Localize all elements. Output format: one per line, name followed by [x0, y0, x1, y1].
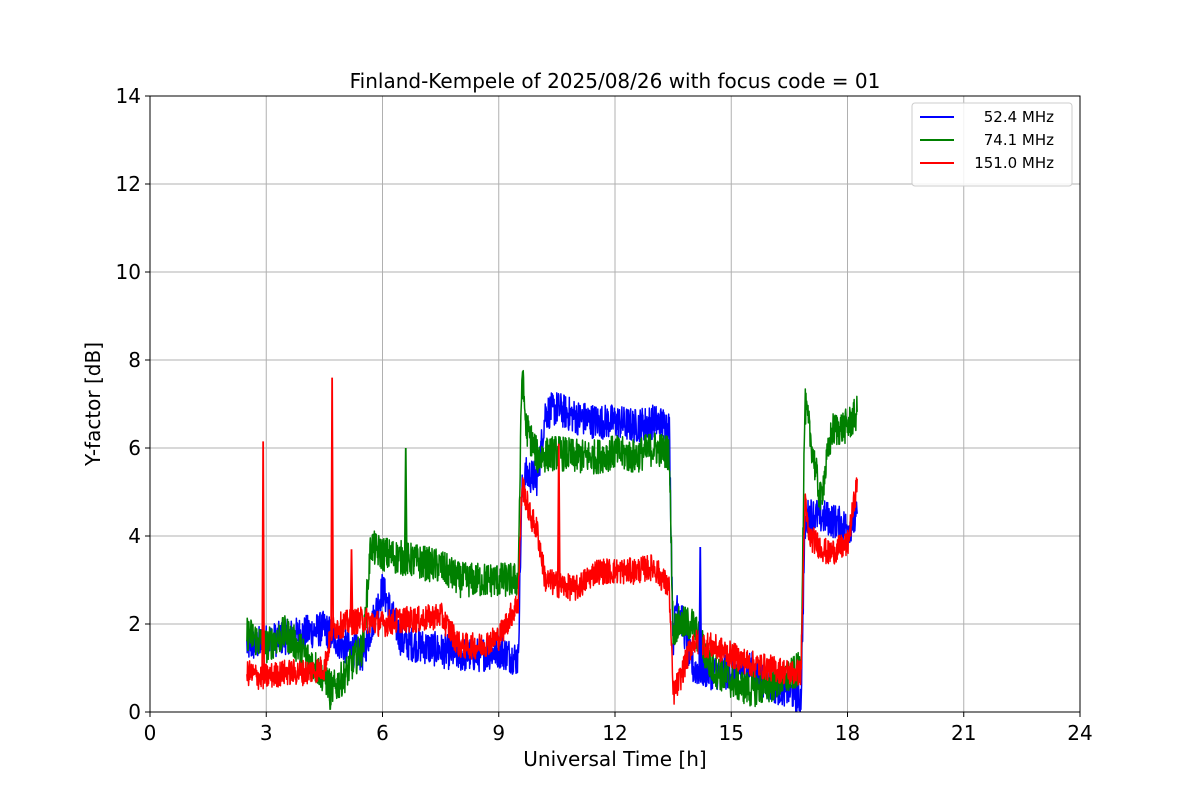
y-tick-label: 0 — [128, 700, 141, 724]
spike-mark — [330, 377, 335, 629]
plot-area — [246, 369, 858, 712]
y-tick-label: 14 — [116, 84, 141, 108]
grid — [149, 95, 1081, 713]
spike-mark — [698, 546, 703, 670]
legend-label: 74.1 MHz — [984, 131, 1054, 149]
series-line-1 — [246, 369, 858, 708]
x-tick-label: 18 — [835, 721, 860, 745]
spike-mark — [403, 447, 408, 559]
series-line-2 — [246, 477, 858, 705]
x-tick-label: 15 — [719, 721, 744, 745]
x-tick-label: 9 — [492, 721, 505, 745]
legend-label: 151.0 MHz — [974, 154, 1054, 172]
x-tick-label: 21 — [951, 721, 976, 745]
chart-title: Finland-Kempele of 2025/08/26 with focus… — [350, 69, 881, 93]
legend-label: 52.4 MHz — [984, 108, 1054, 126]
spike-mark — [261, 441, 266, 677]
x-tick-label: 24 — [1067, 721, 1092, 745]
y-tick-label: 8 — [128, 348, 141, 372]
legend: 52.4 MHz 74.1 MHz 151.0 MHz — [911, 102, 1073, 187]
spike-mark — [328, 686, 333, 710]
y-tick-label: 6 — [128, 436, 141, 460]
y-tick-label: 10 — [116, 260, 141, 284]
legend-box — [911, 102, 1073, 187]
y-tick-label: 2 — [128, 612, 141, 636]
y-tick-label: 12 — [116, 172, 141, 196]
x-tick-label: 3 — [260, 721, 273, 745]
x-tick-label: 6 — [376, 721, 389, 745]
y-axis-label: Y-factor [dB] — [81, 342, 105, 467]
spike-mark — [556, 443, 561, 585]
x-axis: 0 3 6 9 12 15 18 21 24 — [144, 712, 1093, 745]
y-tick-label: 4 — [128, 524, 141, 548]
x-tick-label: 0 — [144, 721, 157, 745]
x-axis-label: Universal Time [h] — [523, 747, 706, 771]
y-axis: 0 2 4 6 8 10 12 14 — [116, 84, 150, 724]
x-tick-label: 12 — [602, 721, 627, 745]
spike-mark — [349, 549, 354, 623]
